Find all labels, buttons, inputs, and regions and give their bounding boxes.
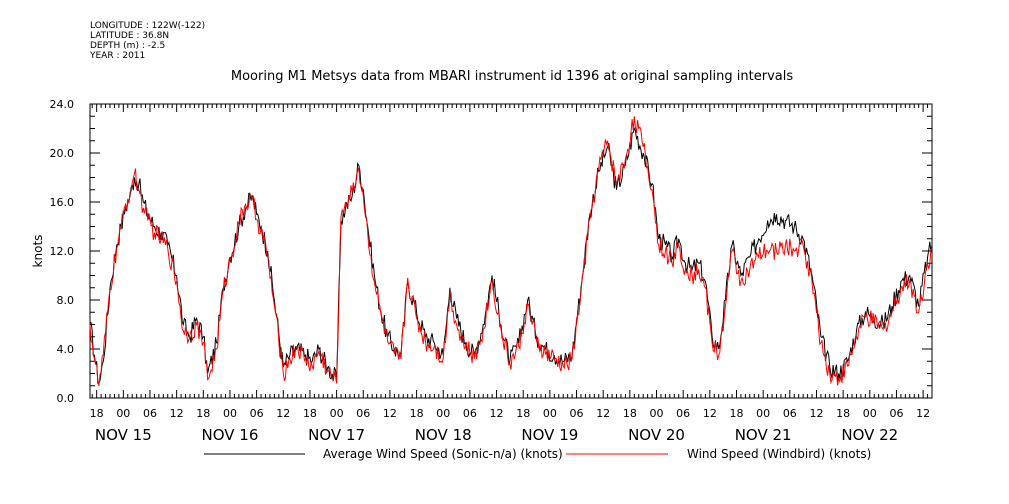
y-axis: 0.0 4.0 8.0 12.0 16.0 20.0 24.0 bbox=[50, 98, 932, 405]
x-hour-label: 12 bbox=[490, 407, 504, 420]
x-hour-label: 18 bbox=[303, 407, 317, 420]
y-axis-label: knots bbox=[31, 235, 45, 268]
x-hour-label: 06 bbox=[783, 407, 797, 420]
x-hour-label: 00 bbox=[756, 407, 770, 420]
x-hour-label: 18 bbox=[836, 407, 850, 420]
x-hour-label: 06 bbox=[463, 407, 477, 420]
y-tick-label: 4.0 bbox=[57, 343, 75, 356]
x-hour-label: 12 bbox=[383, 407, 397, 420]
legend-label-red: Wind Speed (Windbird) (knots) bbox=[687, 447, 871, 461]
y-tick-label: 12.0 bbox=[50, 245, 75, 258]
y-tick-label: 8.0 bbox=[57, 294, 75, 307]
x-hour-label: 00 bbox=[436, 407, 450, 420]
x-hour-label: 00 bbox=[863, 407, 877, 420]
x-date-label: NOV 16 bbox=[202, 426, 259, 444]
metadata-block: LONGITUDE : 122W(-122) LATITUDE : 36.8N … bbox=[90, 21, 205, 61]
y-tick-label: 16.0 bbox=[50, 196, 75, 209]
x-hour-label: 12 bbox=[809, 407, 823, 420]
x-hour-label: 00 bbox=[223, 407, 237, 420]
latitude-text: LATITUDE : 36.8N bbox=[90, 31, 170, 41]
x-hour-label: 06 bbox=[143, 407, 157, 420]
legend-label-black: Average Wind Speed (Sonic-n/a) (knots) bbox=[323, 447, 563, 461]
x-date-label: NOV 17 bbox=[308, 426, 365, 444]
x-hour-label: 06 bbox=[250, 407, 264, 420]
year-text: YEAR : 2011 bbox=[90, 51, 146, 61]
x-axis: 18 00 06 12 18 00 06 12 18 00 06 12 18 00 06 12 18 00 06 12… bbox=[90, 104, 933, 444]
y-tick-label: 20.0 bbox=[50, 147, 75, 160]
x-hour-label: 12 bbox=[596, 407, 610, 420]
x-hour-label: 12 bbox=[276, 407, 290, 420]
x-hour-label: 00 bbox=[543, 407, 557, 420]
x-date-label: NOV 15 bbox=[95, 426, 152, 444]
legend: Average Wind Speed (Sonic-n/a) (knots) W… bbox=[204, 447, 871, 461]
series-line-1 bbox=[89, 116, 933, 386]
x-hour-label: 18 bbox=[90, 407, 104, 420]
x-hour-label: 18 bbox=[196, 407, 210, 420]
x-hour-label: 06 bbox=[676, 407, 690, 420]
x-hour-label: 06 bbox=[889, 407, 903, 420]
x-hour-label: 12 bbox=[916, 407, 930, 420]
x-date-label: NOV 22 bbox=[841, 426, 898, 444]
y-tick-label: 0.0 bbox=[57, 392, 75, 405]
depth-text: DEPTH (m) : -2.5 bbox=[90, 41, 166, 51]
chart-title: Mooring M1 Metsys data from MBARI instru… bbox=[231, 69, 793, 84]
x-hour-label: 00 bbox=[650, 407, 664, 420]
x-date-label: NOV 21 bbox=[735, 426, 792, 444]
longitude-text: LONGITUDE : 122W(-122) bbox=[90, 21, 206, 31]
x-hour-label: 18 bbox=[516, 407, 530, 420]
x-hour-label: 00 bbox=[116, 407, 130, 420]
x-hour-label: 18 bbox=[729, 407, 743, 420]
x-hour-label: 18 bbox=[410, 407, 424, 420]
x-date-label: NOV 19 bbox=[521, 426, 578, 444]
x-date-label: NOV 18 bbox=[415, 426, 472, 444]
x-hour-label: 12 bbox=[170, 407, 184, 420]
y-tick-label: 24.0 bbox=[50, 98, 75, 111]
x-date-label: NOV 20 bbox=[628, 426, 685, 444]
series-layer bbox=[89, 116, 933, 386]
x-hour-label: 06 bbox=[356, 407, 370, 420]
x-hour-label: 18 bbox=[623, 407, 637, 420]
x-hour-label: 12 bbox=[703, 407, 717, 420]
x-hour-label: 00 bbox=[330, 407, 344, 420]
x-hour-label: 06 bbox=[570, 407, 584, 420]
